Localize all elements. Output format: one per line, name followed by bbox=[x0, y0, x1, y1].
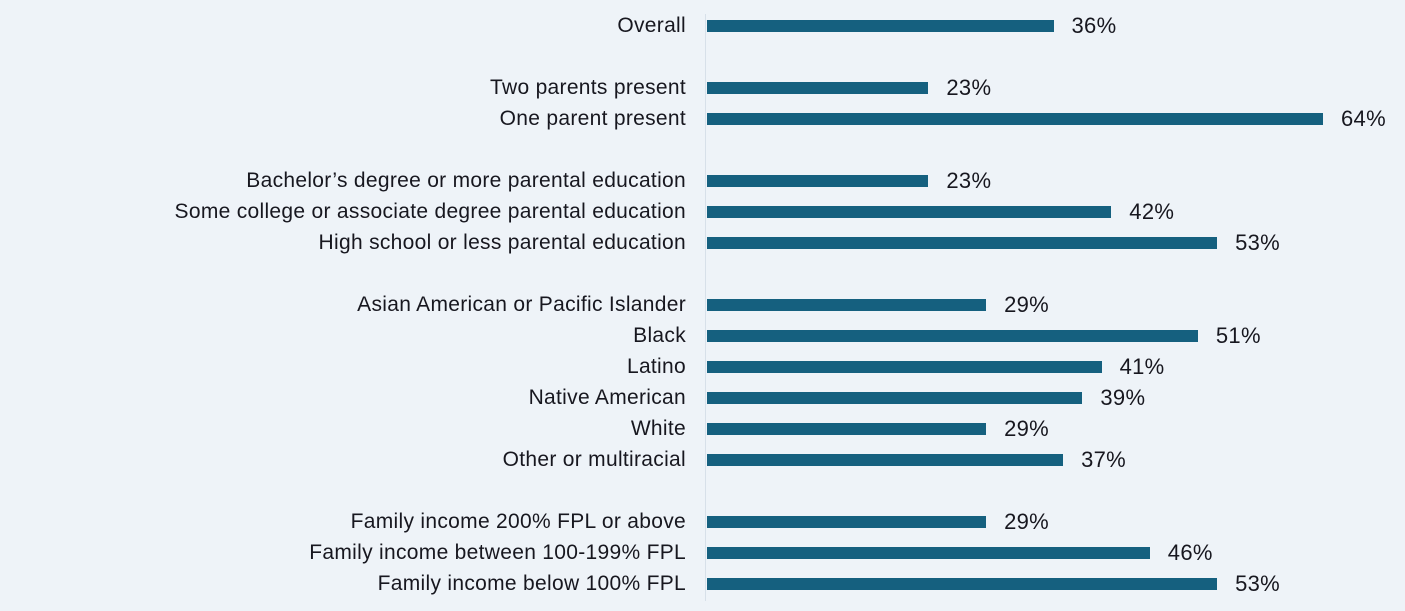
bar bbox=[707, 546, 1150, 559]
value-label: 39% bbox=[1100, 384, 1146, 410]
value-label: 46% bbox=[1167, 539, 1213, 565]
y-axis-line bbox=[705, 14, 706, 601]
bar bbox=[707, 112, 1323, 125]
chart-row-family-income-2: Family income below 100% FPL 53% bbox=[0, 568, 1405, 599]
bar bbox=[707, 329, 1198, 342]
category-label: High school or less parental education bbox=[318, 230, 686, 254]
category-label: Two parents present bbox=[490, 75, 686, 99]
bar bbox=[707, 422, 987, 435]
value-label: 36% bbox=[1071, 12, 1117, 38]
value-label: 29% bbox=[1004, 415, 1050, 441]
chart-row-family-income-0: Family income 200% FPL or above 29% bbox=[0, 506, 1405, 537]
bar bbox=[707, 360, 1102, 373]
chart-row-family-structure-0: Two parents present 23% bbox=[0, 72, 1405, 103]
chart-row-race-ethnicity-2: Latino 41% bbox=[0, 351, 1405, 382]
bar bbox=[707, 81, 929, 94]
bar bbox=[707, 391, 1083, 404]
chart-row-parental-education-1: Some college or associate degree parenta… bbox=[0, 196, 1405, 227]
chart-row-race-ethnicity-1: Black 51% bbox=[0, 320, 1405, 351]
value-label: 37% bbox=[1081, 446, 1127, 472]
value-label: 23% bbox=[946, 74, 992, 100]
category-label: Overall bbox=[617, 13, 686, 37]
bar bbox=[707, 205, 1112, 218]
value-label: 29% bbox=[1004, 508, 1050, 534]
category-label: Latino bbox=[626, 354, 686, 378]
chart-row-race-ethnicity-0: Asian American or Pacific Islander 29% bbox=[0, 289, 1405, 320]
bar bbox=[707, 453, 1064, 466]
value-label: 64% bbox=[1341, 105, 1386, 131]
category-label: Family income between 100-199% FPL bbox=[309, 540, 686, 564]
category-label: Family income below 100% FPL bbox=[377, 571, 686, 595]
chart-row-family-structure-1: One parent present 64% bbox=[0, 103, 1405, 134]
bar bbox=[707, 19, 1054, 32]
chart-row-parental-education-0: Bachelor’s degree or more parental educa… bbox=[0, 165, 1405, 196]
category-label: One parent present bbox=[499, 106, 686, 130]
bar bbox=[707, 298, 987, 311]
value-label: 23% bbox=[946, 167, 992, 193]
category-label: Native American bbox=[528, 385, 686, 409]
value-label: 41% bbox=[1119, 353, 1165, 379]
value-label: 53% bbox=[1235, 229, 1281, 255]
value-label: 42% bbox=[1129, 198, 1175, 224]
category-label: White bbox=[630, 416, 686, 440]
chart-row-race-ethnicity-5: Other or multiracial 37% bbox=[0, 444, 1405, 475]
chart-row-parental-education-2: High school or less parental education 53… bbox=[0, 227, 1405, 258]
value-label: 29% bbox=[1004, 291, 1050, 317]
bar bbox=[707, 577, 1218, 590]
category-label: Some college or associate degree parenta… bbox=[174, 199, 686, 223]
category-label: Asian American or Pacific Islander bbox=[357, 292, 686, 316]
category-label: Bachelor’s degree or more parental educa… bbox=[246, 168, 686, 192]
bar bbox=[707, 515, 987, 528]
chart-row-overall-0: Overall 36% bbox=[0, 10, 1405, 41]
category-label: Black bbox=[633, 323, 686, 347]
category-label: Family income 200% FPL or above bbox=[350, 509, 686, 533]
bar bbox=[707, 174, 929, 187]
chart-row-race-ethnicity-4: White 29% bbox=[0, 413, 1405, 444]
chart-row-race-ethnicity-3: Native American 39% bbox=[0, 382, 1405, 413]
chart-row-family-income-1: Family income between 100-199% FPL 46% bbox=[0, 537, 1405, 568]
bar-chart-rows: Overall 36% Two parents present 23% One pare… bbox=[0, 10, 1405, 599]
bar bbox=[707, 236, 1218, 249]
value-label: 51% bbox=[1215, 322, 1261, 348]
category-label: Other or multiracial bbox=[502, 447, 686, 471]
value-label: 53% bbox=[1235, 570, 1281, 596]
